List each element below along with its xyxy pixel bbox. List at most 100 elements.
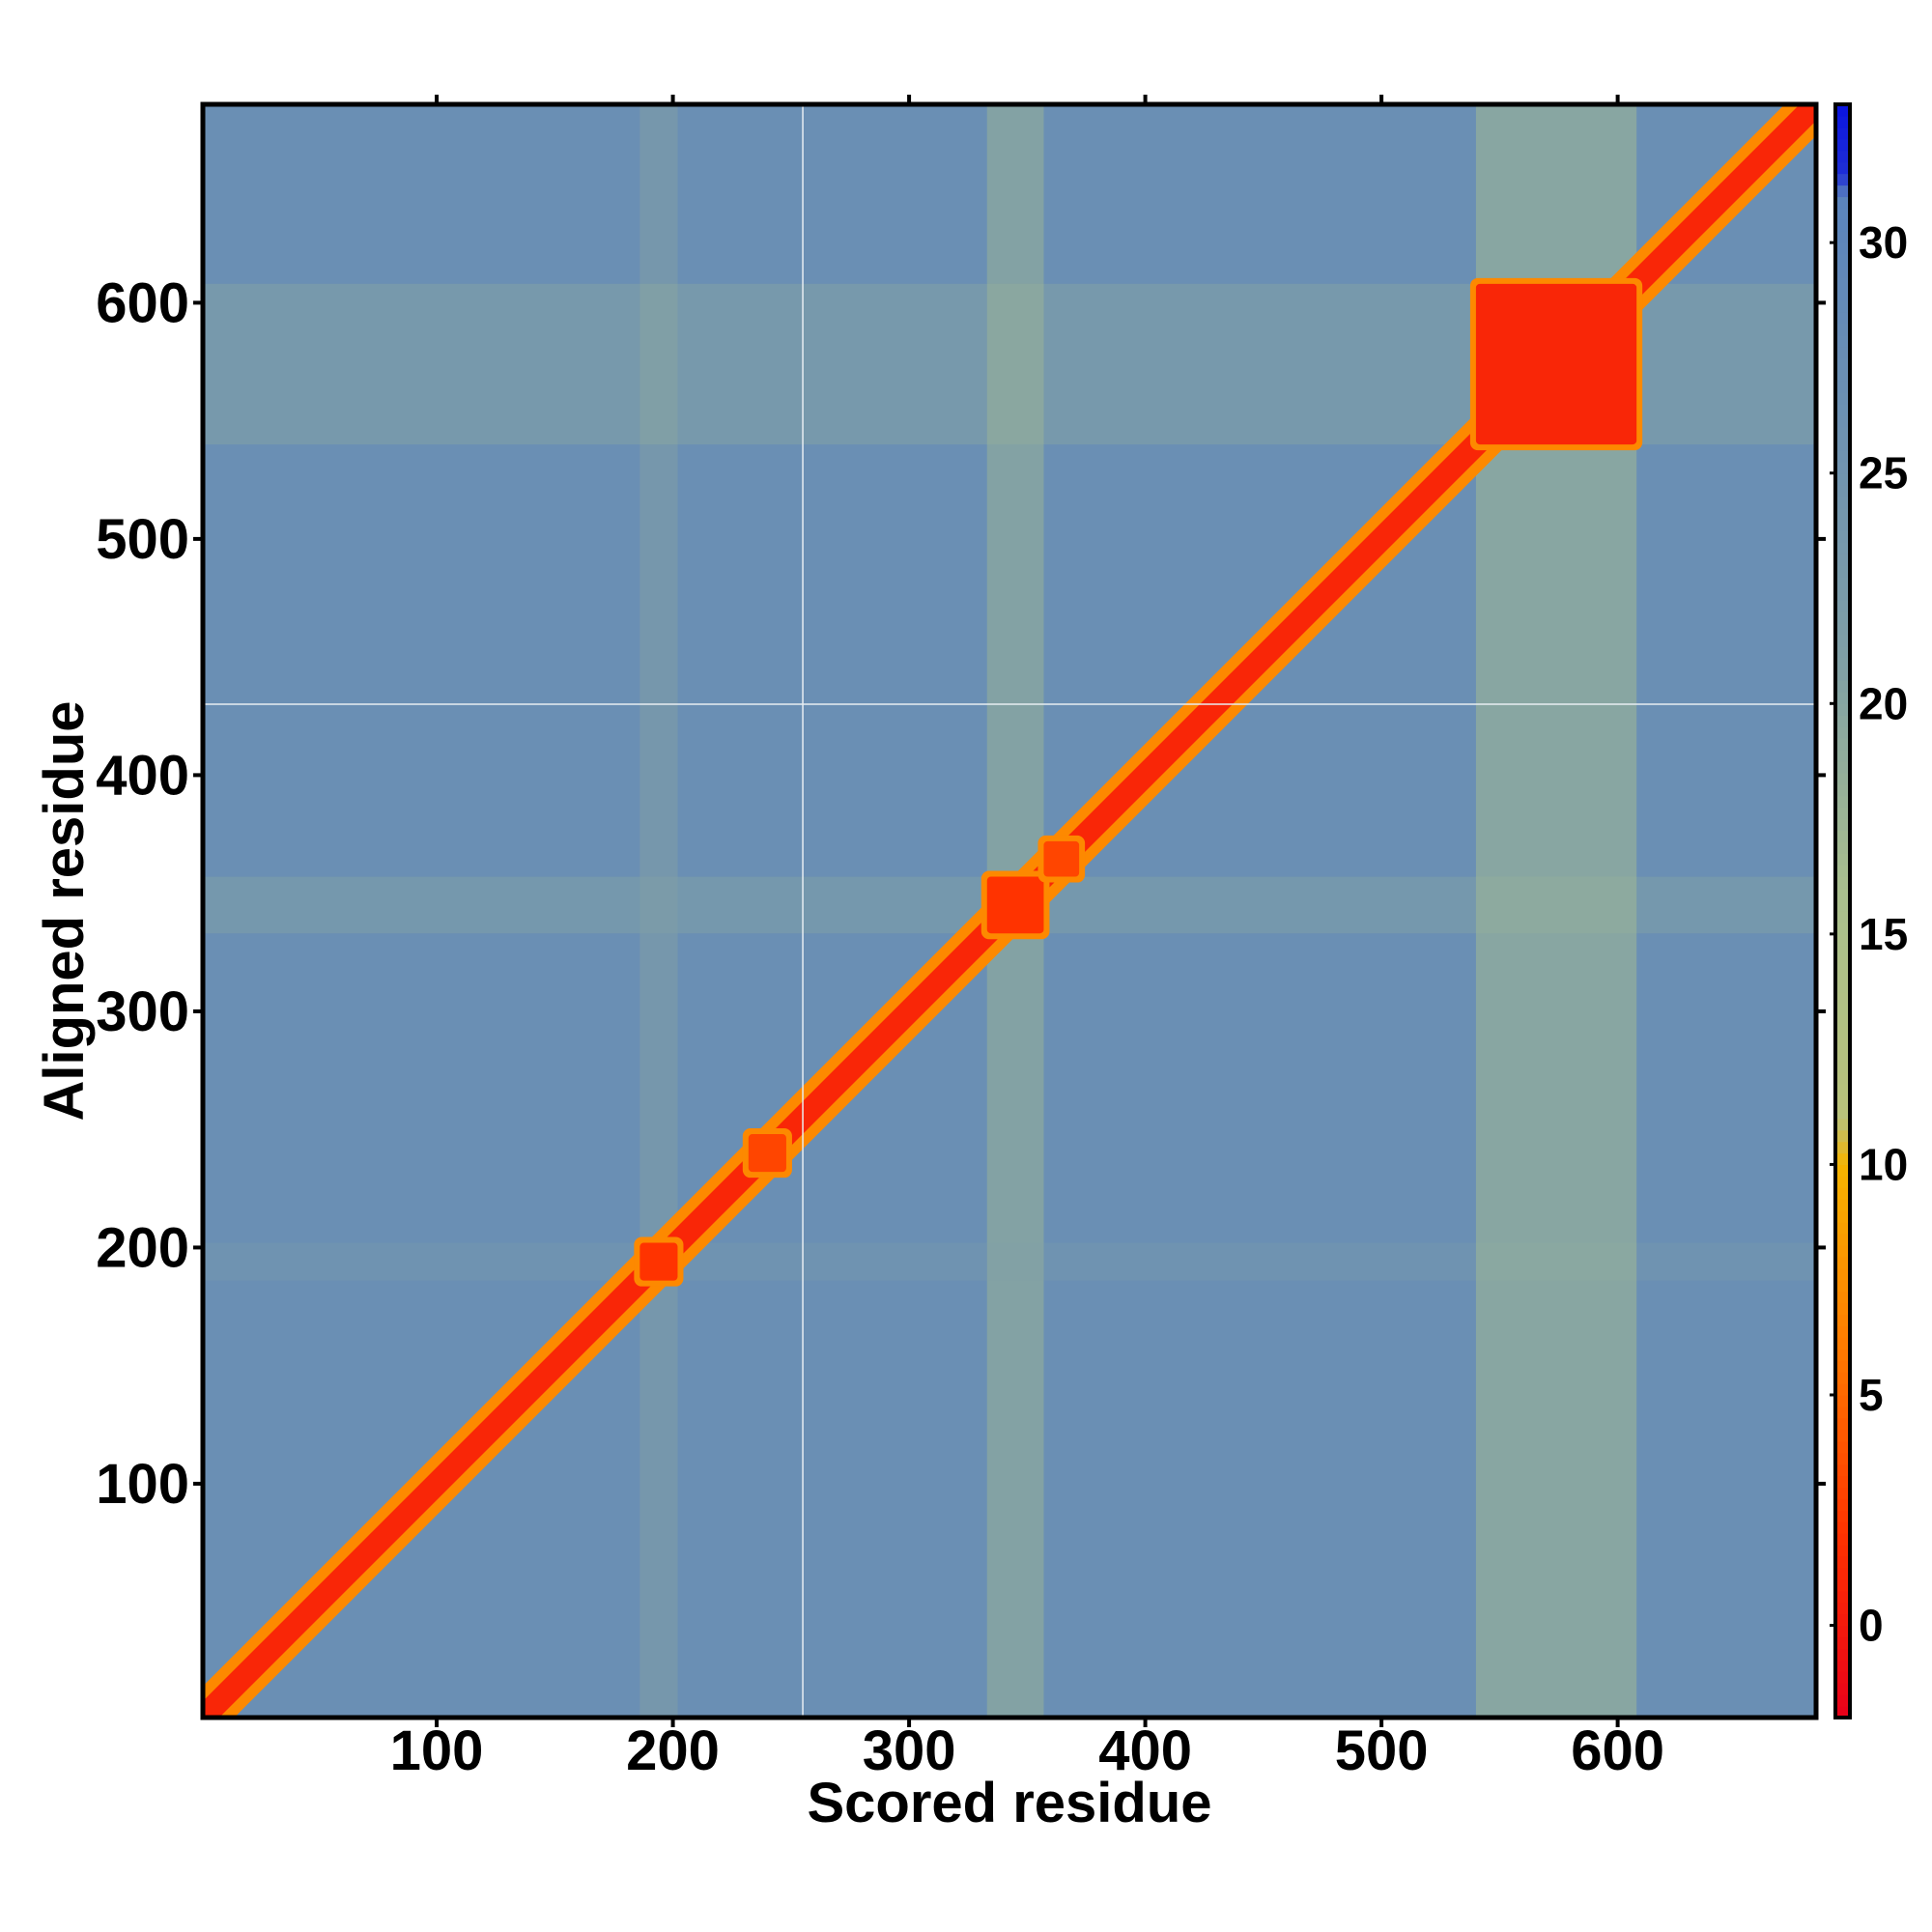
colorbar-segment xyxy=(1835,622,1850,636)
colorbar-segment xyxy=(1835,876,1850,889)
colorbar-segment xyxy=(1835,530,1850,543)
colorbar-segment xyxy=(1835,484,1850,497)
colorbar-segment xyxy=(1835,922,1850,935)
colorbar-segment xyxy=(1835,738,1850,751)
colorbar-segment xyxy=(1835,980,1850,993)
colorbar-segment xyxy=(1835,1118,1850,1131)
colorbar-segment xyxy=(1835,807,1850,820)
colorbar-tick-label: 5 xyxy=(1859,1370,1884,1420)
colorbar-segment xyxy=(1835,1636,1850,1650)
colorbar-segment xyxy=(1835,1671,1850,1684)
colorbar-segment xyxy=(1835,311,1850,325)
colorbar-segment xyxy=(1835,1244,1850,1258)
colorbar-segment xyxy=(1835,1429,1850,1442)
colorbar-segment xyxy=(1835,853,1850,866)
colorbar-segment xyxy=(1835,369,1850,382)
colorbar-segment xyxy=(1835,945,1850,958)
colorbar-segment xyxy=(1835,772,1850,785)
colorbar-segment xyxy=(1835,726,1850,739)
colorbar-segment xyxy=(1835,231,1850,243)
colorbar-segment xyxy=(1835,1141,1850,1154)
y-tick-label: 300 xyxy=(96,980,189,1043)
colorbar-frame xyxy=(1833,102,1852,1719)
colorbar-segment xyxy=(1835,1291,1850,1304)
colorbar-segment xyxy=(1835,299,1850,313)
colorbar-segment xyxy=(1835,554,1850,566)
colorbar-segment xyxy=(1835,680,1850,693)
colorbar-tick-label: 15 xyxy=(1859,909,1908,959)
colorbar-segment xyxy=(1835,1164,1850,1177)
colorbar-segment xyxy=(1835,1267,1850,1281)
colorbar-tick-label: 20 xyxy=(1859,678,1908,728)
colorbar-segment xyxy=(1835,127,1850,140)
colorbar-segment xyxy=(1835,1199,1850,1211)
colorbar-segment xyxy=(1835,519,1850,531)
colorbar-segment xyxy=(1835,1014,1850,1027)
colorbar-segment xyxy=(1835,449,1850,463)
y-axis-title: Aligned residue xyxy=(33,700,96,1121)
heatmap-block xyxy=(639,1242,678,1281)
colorbar-segment xyxy=(1835,588,1850,601)
colorbar-segment xyxy=(1835,1256,1850,1269)
colorbar-segment xyxy=(1835,692,1850,704)
colorbar-segment xyxy=(1835,346,1850,359)
colorbar-segment xyxy=(1835,1590,1850,1604)
colorbar-segment xyxy=(1835,288,1850,301)
colorbar-segment xyxy=(1835,1498,1850,1511)
colorbar-segment xyxy=(1835,657,1850,670)
colorbar-segment xyxy=(1835,381,1850,393)
colorbar-segment xyxy=(1835,1234,1850,1246)
colorbar-segment xyxy=(1835,1463,1850,1477)
colorbar-segment xyxy=(1835,1613,1850,1627)
colorbar-segment xyxy=(1835,911,1850,923)
heatmap-band-vertical xyxy=(639,104,678,1718)
colorbar-segment xyxy=(1835,1533,1850,1546)
colorbar-segment xyxy=(1835,795,1850,809)
colorbar-segment xyxy=(1835,1372,1850,1384)
colorbar-segment xyxy=(1835,1061,1850,1073)
y-axis: 100 200 300 400 500 600 xyxy=(96,271,1826,1516)
x-tick-label: 200 xyxy=(626,1719,720,1782)
colorbar-segment xyxy=(1835,254,1850,267)
colorbar-segment xyxy=(1835,703,1850,716)
colorbar-segment xyxy=(1835,150,1850,163)
x-tick-label: 100 xyxy=(390,1719,484,1782)
colorbar-segment xyxy=(1835,1383,1850,1396)
y-tick-label: 500 xyxy=(96,508,189,571)
colorbar-segment xyxy=(1835,645,1850,659)
colorbar-segment xyxy=(1835,1222,1850,1235)
colorbar-segment xyxy=(1835,1578,1850,1592)
heatmap-block xyxy=(1475,283,1637,445)
colorbar-segment xyxy=(1835,888,1850,900)
colorbar-segment xyxy=(1835,1210,1850,1223)
colorbar-segment xyxy=(1835,242,1850,255)
colorbar-segment xyxy=(1835,1083,1850,1096)
colorbar-segment xyxy=(1835,818,1850,832)
plot-frame xyxy=(200,101,1819,1720)
y-tick-label: 600 xyxy=(96,271,189,334)
colorbar-segment xyxy=(1835,1360,1850,1373)
colorbar-segment xyxy=(1835,1003,1850,1015)
colorbar-segment xyxy=(1835,1094,1850,1108)
colorbar-segment xyxy=(1835,1314,1850,1327)
colorbar-segment xyxy=(1835,404,1850,416)
colorbar-segment xyxy=(1835,542,1850,554)
colorbar-segment xyxy=(1835,196,1850,209)
x-tick-label: 400 xyxy=(1098,1719,1192,1782)
x-tick-label: 300 xyxy=(863,1719,956,1782)
colorbar-segment xyxy=(1835,1452,1850,1465)
colorbar-segment xyxy=(1835,427,1850,440)
colorbar-segment xyxy=(1835,1325,1850,1338)
heatmap-block xyxy=(748,1134,786,1173)
colorbar-segment xyxy=(1835,1337,1850,1350)
colorbar-segment xyxy=(1835,1349,1850,1361)
colorbar-segment xyxy=(1835,783,1850,797)
colorbar-segment xyxy=(1835,668,1850,682)
y-tick-label: 400 xyxy=(96,744,189,807)
colorbar-segment xyxy=(1835,1475,1850,1489)
colorbar-segment xyxy=(1835,899,1850,912)
colorbar-segment xyxy=(1835,496,1850,509)
y-tick-label: 200 xyxy=(96,1216,189,1279)
colorbar-segment xyxy=(1835,715,1850,727)
x-axis: 100 200 300 400 500 600 xyxy=(390,95,1664,1782)
